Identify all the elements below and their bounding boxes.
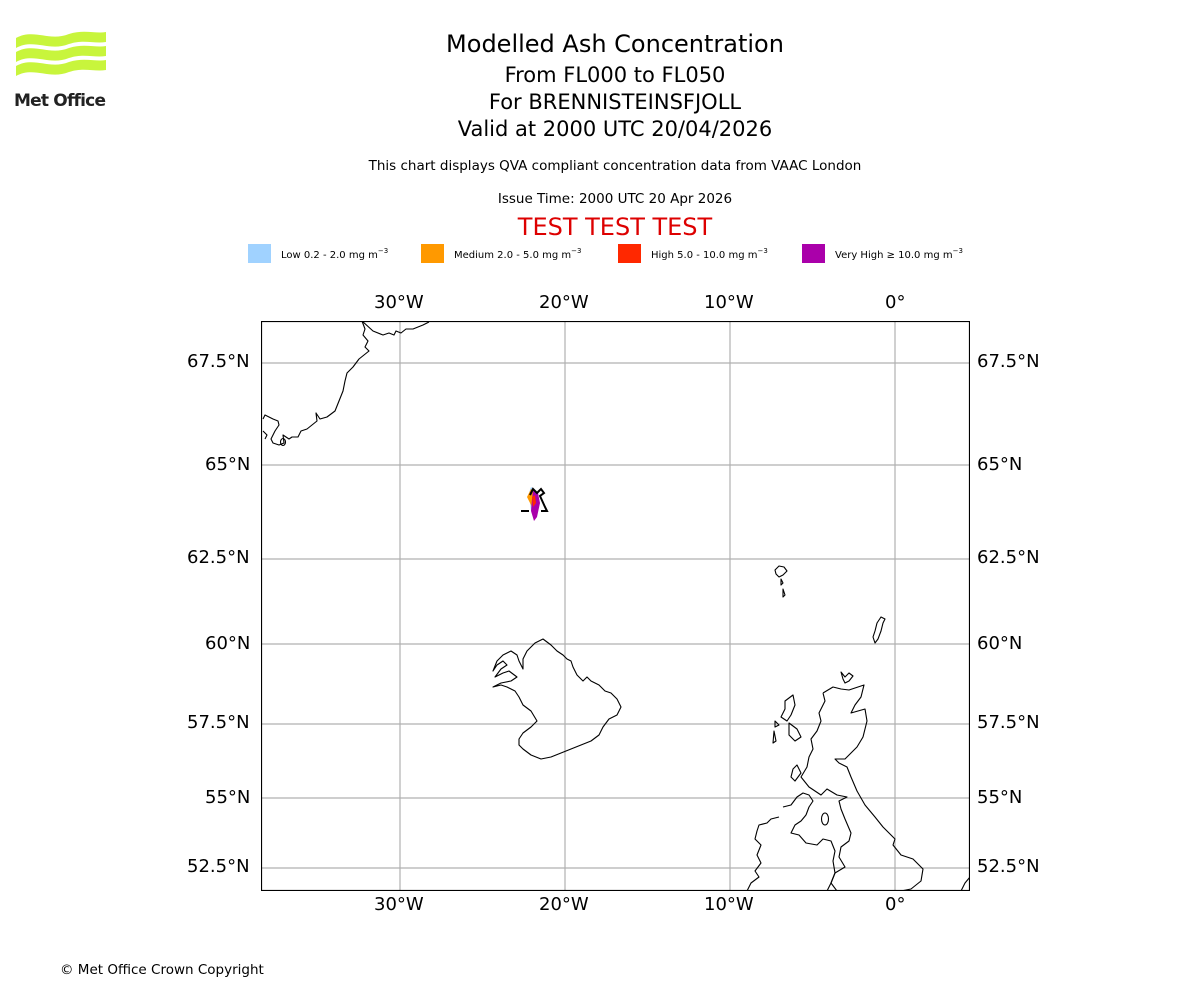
lon-tick-top-30w: 30°W bbox=[374, 292, 424, 313]
lat-tick-right-55: 55°N bbox=[977, 787, 1023, 808]
flight-level-range: From FL000 to FL050 bbox=[504, 63, 726, 87]
chart-subtitle: This chart displays QVA compliant concen… bbox=[368, 158, 862, 174]
orkney-islands bbox=[840, 671, 854, 684]
shetland-islands bbox=[872, 616, 886, 644]
legend-label-low: Low 0.2 - 2.0 mg m−3 bbox=[281, 246, 389, 261]
lon-tick-bottom-30w: 30°W bbox=[374, 894, 424, 915]
legend-item-medium: Medium 2.0 - 5.0 mg m−3 bbox=[421, 244, 581, 263]
lat-tick-left-52-5: 52.5°N bbox=[187, 856, 250, 877]
legend-label-very-high: Very High ≥ 10.0 mg m−3 bbox=[835, 246, 963, 261]
volcano-name: For BRENNISTEINSFJOLL bbox=[488, 90, 742, 114]
legend-item-very-high: Very High ≥ 10.0 mg m−3 bbox=[802, 244, 963, 263]
lon-tick-top-0: 0° bbox=[885, 292, 906, 313]
lat-tick-left-55: 55°N bbox=[205, 787, 251, 808]
lon-tick-bottom-20w: 20°W bbox=[539, 894, 589, 915]
gridlines bbox=[261, 321, 970, 891]
legend-swatch-high bbox=[618, 244, 641, 263]
lat-tick-right-65: 65°N bbox=[977, 454, 1023, 475]
lat-tick-left-62-5: 62.5°N bbox=[187, 547, 250, 568]
lat-tick-left-60: 60°N bbox=[205, 633, 251, 654]
logo-text: Met Office bbox=[14, 91, 106, 111]
lat-tick-right-62-5: 62.5°N bbox=[977, 547, 1040, 568]
chart-title: Modelled Ash Concentration bbox=[446, 30, 784, 58]
lon-tick-bottom-0: 0° bbox=[885, 894, 906, 915]
legend-item-low: Low 0.2 - 2.0 mg m−3 bbox=[248, 244, 388, 263]
lat-tick-right-52-5: 52.5°N bbox=[977, 856, 1040, 877]
legend-label-medium: Medium 2.0 - 5.0 mg m−3 bbox=[454, 246, 582, 261]
greenland-coast bbox=[262, 321, 370, 446]
map-frame bbox=[261, 321, 970, 891]
lat-tick-left-67-5: 67.5°N bbox=[187, 351, 250, 372]
lon-tick-bottom-10w: 10°W bbox=[704, 894, 754, 915]
ash-concentration-map bbox=[261, 321, 970, 891]
hebrides bbox=[772, 694, 796, 744]
lon-tick-top-10w: 10°W bbox=[704, 292, 754, 313]
great-britain-coast bbox=[800, 684, 924, 891]
test-banner: TEST TEST TEST bbox=[517, 213, 713, 241]
lat-tick-right-60: 60°N bbox=[977, 633, 1023, 654]
legend-label-high: High 5.0 - 10.0 mg m−3 bbox=[651, 246, 768, 261]
lat-tick-left-57-5: 57.5°N bbox=[187, 712, 250, 733]
reykjanes-detail bbox=[521, 487, 549, 512]
legend-item-high: High 5.0 - 10.0 mg m−3 bbox=[618, 244, 768, 263]
lat-tick-left-65: 65°N bbox=[205, 454, 251, 475]
lon-tick-top-20w: 20°W bbox=[539, 292, 589, 313]
lat-tick-right-67-5: 67.5°N bbox=[977, 351, 1040, 372]
coastlines bbox=[262, 321, 970, 891]
legend-swatch-very-high bbox=[802, 244, 825, 263]
copyright-notice: © Met Office Crown Copyright bbox=[60, 962, 264, 978]
issue-time: Issue Time: 2000 UTC 20 Apr 2026 bbox=[497, 191, 733, 207]
wave-logo-icon bbox=[16, 31, 106, 76]
legend-swatch-medium bbox=[421, 244, 444, 263]
met-office-logo: Met Office bbox=[14, 30, 108, 112]
ireland-coast bbox=[746, 792, 836, 891]
lat-tick-right-57-5: 57.5°N bbox=[977, 712, 1040, 733]
faroe-islands bbox=[774, 565, 788, 598]
legend-swatch-low bbox=[248, 244, 271, 263]
iceland-coast bbox=[492, 638, 622, 760]
valid-time: Valid at 2000 UTC 20/04/2026 bbox=[457, 117, 773, 141]
